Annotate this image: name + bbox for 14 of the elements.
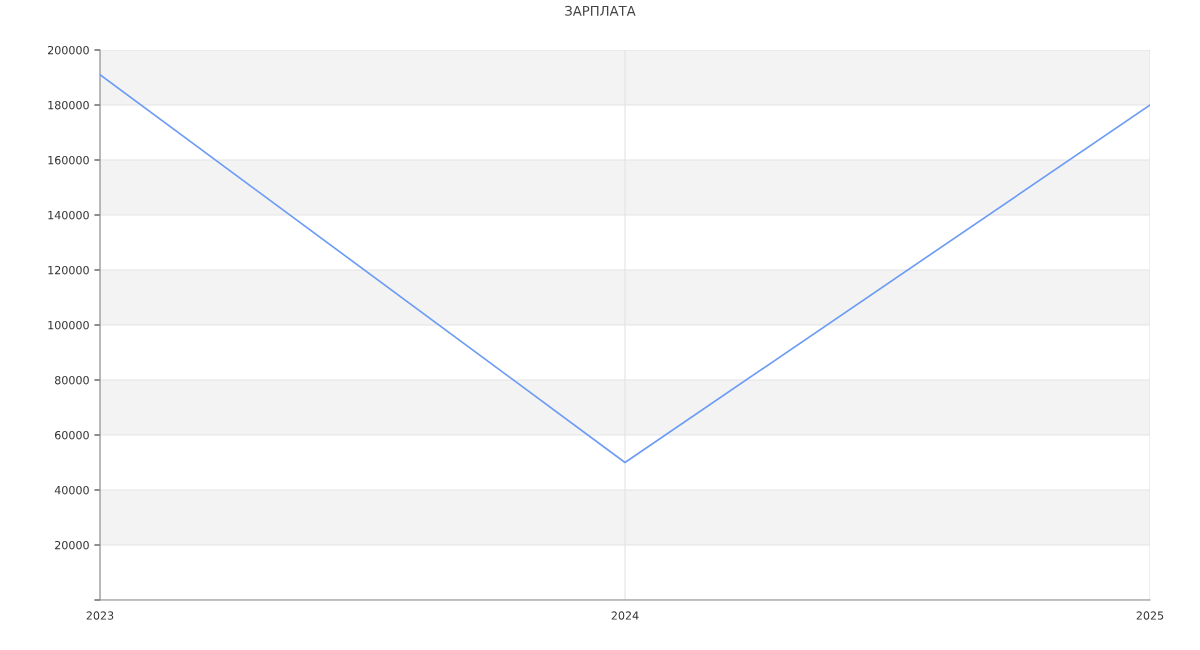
y-tick-label: 40000 bbox=[54, 485, 89, 495]
x-tick-label: 2023 bbox=[86, 611, 114, 620]
y-tick-label: 120000 bbox=[48, 265, 89, 275]
chart-title: ЗАРПЛАТА bbox=[565, 5, 636, 16]
y-tick-label: 80000 bbox=[54, 375, 89, 385]
y-tick-label: 160000 bbox=[48, 155, 89, 165]
y-tick-label: 20000 bbox=[55, 540, 89, 550]
y-tick-label: 140000 bbox=[48, 210, 89, 220]
y-tick-label: 100000 bbox=[48, 320, 89, 330]
y-tick-label: 60000 bbox=[55, 430, 89, 440]
x-tick-label: 2024 bbox=[611, 611, 639, 620]
x-tick-label: 2025 bbox=[1136, 611, 1164, 620]
y-tick-label: 180000 bbox=[48, 100, 89, 110]
y-tick-label: 200000 bbox=[47, 45, 89, 55]
